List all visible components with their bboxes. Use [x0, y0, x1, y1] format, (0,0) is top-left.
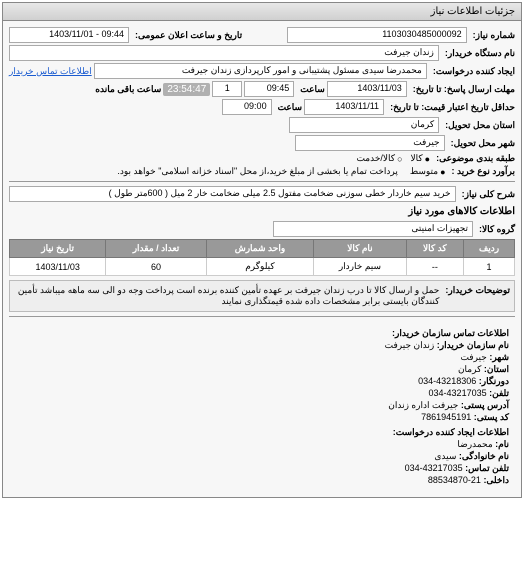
announce-value: 09:44 - 1403/11/01 [9, 27, 129, 43]
subject-group-label: طبقه بندی موضوعی: [436, 153, 515, 164]
province-label: استان محل تحویل: [445, 120, 515, 131]
subject-radio-group: ● کالا ○ کالا/خدمت [356, 153, 430, 164]
table-row: 1 -- سیم خاردار کیلوگرم 60 1403/11/03 [10, 258, 515, 276]
days-remaining: 1 [212, 81, 242, 97]
contact-phone-label: تلفن تماس: [465, 463, 509, 473]
niaz-no-label: شماره نیاز: [473, 30, 515, 41]
radio-kala[interactable]: ● کالا [411, 153, 431, 164]
internal-value: 21-88534870 [428, 475, 481, 485]
cell-name: سیم خاردار [314, 258, 406, 276]
lastname-label: نام خانوادگی: [459, 451, 509, 461]
note-label: توضیحات خریدار: [445, 285, 510, 307]
contact-section: اطلاعات تماس سازمان خریدار: نام سازمان خ… [9, 321, 515, 493]
validity-date: 1403/11/11 [304, 99, 384, 115]
req-creator-header: اطلاعات ایجاد کننده درخواست: [393, 427, 509, 437]
requester-value: محمدرضا سیدی مسئول پشتیبانی و امور کارپر… [94, 63, 427, 79]
cell-row: 1 [464, 258, 515, 276]
details-panel: جزئیات اطلاعات نیاز شماره نیاز: 11030304… [2, 2, 522, 498]
contact-province-label: استان: [484, 364, 509, 374]
col-qty: تعداد / مقدار [106, 240, 206, 258]
radio-small[interactable]: ● متوسط [410, 166, 446, 177]
internal-label: داخلی: [483, 475, 509, 485]
cell-unit: کیلوگرم [206, 258, 314, 276]
province-value: کرمان [289, 117, 439, 133]
panel-body: شماره نیاز: 1103030485000092 تاریخ و ساع… [3, 21, 521, 497]
cell-date: 1403/11/03 [10, 258, 106, 276]
goods-info-title: اطلاعات کالاهای مورد نیاز [9, 206, 515, 217]
address-value: جیرفت اداره زندان [388, 400, 458, 410]
radio-khadamat-label: کالا/خدمت [356, 153, 395, 164]
name-label: نام: [495, 439, 509, 449]
org-value: زندان جیرفت [385, 340, 435, 350]
city-label: شهر محل تحویل: [451, 138, 515, 149]
buyer-value: زندان جیرفت [9, 45, 439, 61]
phone-label: تلفن: [489, 388, 509, 398]
cell-qty: 60 [106, 258, 206, 276]
contact-header: اطلاعات تماس سازمان خریدار: [392, 328, 509, 338]
col-date: تاریخ نیاز [10, 240, 106, 258]
radio-khadamat[interactable]: ○ کالا/خدمت [356, 153, 402, 164]
panel-title: جزئیات اطلاعات نیاز [3, 3, 521, 21]
table-header-row: ردیف کد کالا نام کالا واحد شمارش تعداد /… [10, 240, 515, 258]
postal-value: 7861945191 [421, 412, 471, 422]
name-value: محمدرضا [457, 439, 492, 449]
col-name: نام کالا [314, 240, 406, 258]
col-row: ردیف [464, 240, 515, 258]
deadline-date: 1403/11/03 [327, 81, 407, 97]
note-text: حمل و ارسال کالا تا درب زندان جیرفت بر ع… [14, 285, 439, 307]
deadline-time: 09:45 [244, 81, 294, 97]
buyer-label: نام دستگاه خریدار: [445, 48, 515, 59]
radio-small-label: متوسط [410, 166, 438, 177]
requester-label: ایجاد کننده درخواست: [433, 66, 515, 77]
cell-code: -- [406, 258, 463, 276]
goods-group-label: گروه کالا: [479, 224, 515, 235]
org-label: نام سازمان خریدار: [437, 340, 509, 350]
contact-link[interactable]: اطلاعات تماس خریدار [9, 66, 92, 77]
validity-label: حداقل تاریخ اعتبار قیمت: تا تاریخ: [390, 102, 515, 113]
col-unit: واحد شمارش [206, 240, 314, 258]
niaz-no-value: 1103030485000092 [287, 27, 467, 43]
contact-city-value: جیرفت [460, 352, 486, 362]
countdown-value: 23:54:47 [163, 83, 210, 96]
buyer-note-block: توضیحات خریدار: حمل و ارسال کالا تا درب … [9, 280, 515, 312]
city-value: جیرفت [295, 135, 445, 151]
need-desc-value: خرید سیم خاردار خطی سوزنی ضخامت مفتول 2.… [9, 186, 456, 202]
divider-2 [9, 316, 515, 317]
time-label-1: ساعت [300, 84, 325, 95]
lastname-value: سیدی [434, 451, 456, 461]
purchase-note: پرداخت تمام یا بخشی از مبلغ خرید،از محل … [117, 166, 397, 177]
remaining-label: ساعت باقی مانده [95, 84, 161, 95]
radio-kala-label: کالا [411, 153, 423, 164]
col-code: کد کالا [406, 240, 463, 258]
announce-label: تاریخ و ساعت اعلان عمومی: [135, 30, 242, 41]
need-desc-label: شرح کلی نیاز: [462, 189, 515, 200]
contact-city-label: شهر: [489, 352, 509, 362]
deadline-label: مهلت ارسال پاسخ: تا تاریخ: [413, 84, 515, 95]
goods-group-value: تجهیزات امنیتی [273, 221, 473, 237]
goods-table: ردیف کد کالا نام کالا واحد شمارش تعداد /… [9, 239, 515, 276]
purchase-process-label: برآورد نوع خرید : [452, 166, 515, 177]
contact-province-value: کرمان [458, 364, 481, 374]
fax-label: دورنگار: [479, 376, 509, 386]
contact-phone-value: 43217035-034 [405, 463, 463, 473]
validity-time: 09:00 [222, 99, 272, 115]
fax-value: 43218306-034 [418, 376, 476, 386]
process-radio-group: ● متوسط [410, 166, 446, 177]
postal-label: کد پستی: [474, 412, 509, 422]
time-label-2: ساعت [278, 102, 303, 113]
phone-value: 43217035-034 [429, 388, 487, 398]
divider-1 [9, 181, 515, 182]
address-label: آدرس پستی: [461, 400, 509, 410]
